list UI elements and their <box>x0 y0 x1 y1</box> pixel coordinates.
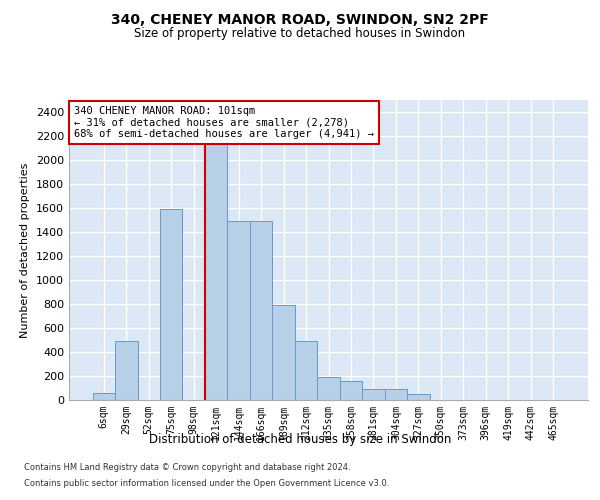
Text: Contains public sector information licensed under the Open Government Licence v3: Contains public sector information licen… <box>24 478 389 488</box>
Bar <box>385 388 407 400</box>
Bar <box>205 125 227 400</box>
Bar <box>160 209 182 400</box>
Text: Size of property relative to detached houses in Swindon: Size of property relative to detached ho… <box>134 28 466 40</box>
Bar <box>272 305 295 400</box>
Y-axis label: Number of detached properties: Number of detached properties <box>20 162 31 338</box>
Text: 340, CHENEY MANOR ROAD, SWINDON, SN2 2PF: 340, CHENEY MANOR ROAD, SWINDON, SN2 2PF <box>111 12 489 26</box>
Bar <box>115 341 137 400</box>
Text: Contains HM Land Registry data © Crown copyright and database right 2024.: Contains HM Land Registry data © Crown c… <box>24 464 350 472</box>
Bar <box>92 394 115 400</box>
Text: 340 CHENEY MANOR ROAD: 101sqm
← 31% of detached houses are smaller (2,278)
68% o: 340 CHENEY MANOR ROAD: 101sqm ← 31% of d… <box>74 106 374 139</box>
Bar <box>295 341 317 400</box>
Bar <box>250 221 272 400</box>
Bar <box>227 221 250 400</box>
Bar <box>317 377 340 400</box>
Bar <box>340 381 362 400</box>
Text: Distribution of detached houses by size in Swindon: Distribution of detached houses by size … <box>149 432 451 446</box>
Bar <box>407 394 430 400</box>
Bar <box>362 388 385 400</box>
